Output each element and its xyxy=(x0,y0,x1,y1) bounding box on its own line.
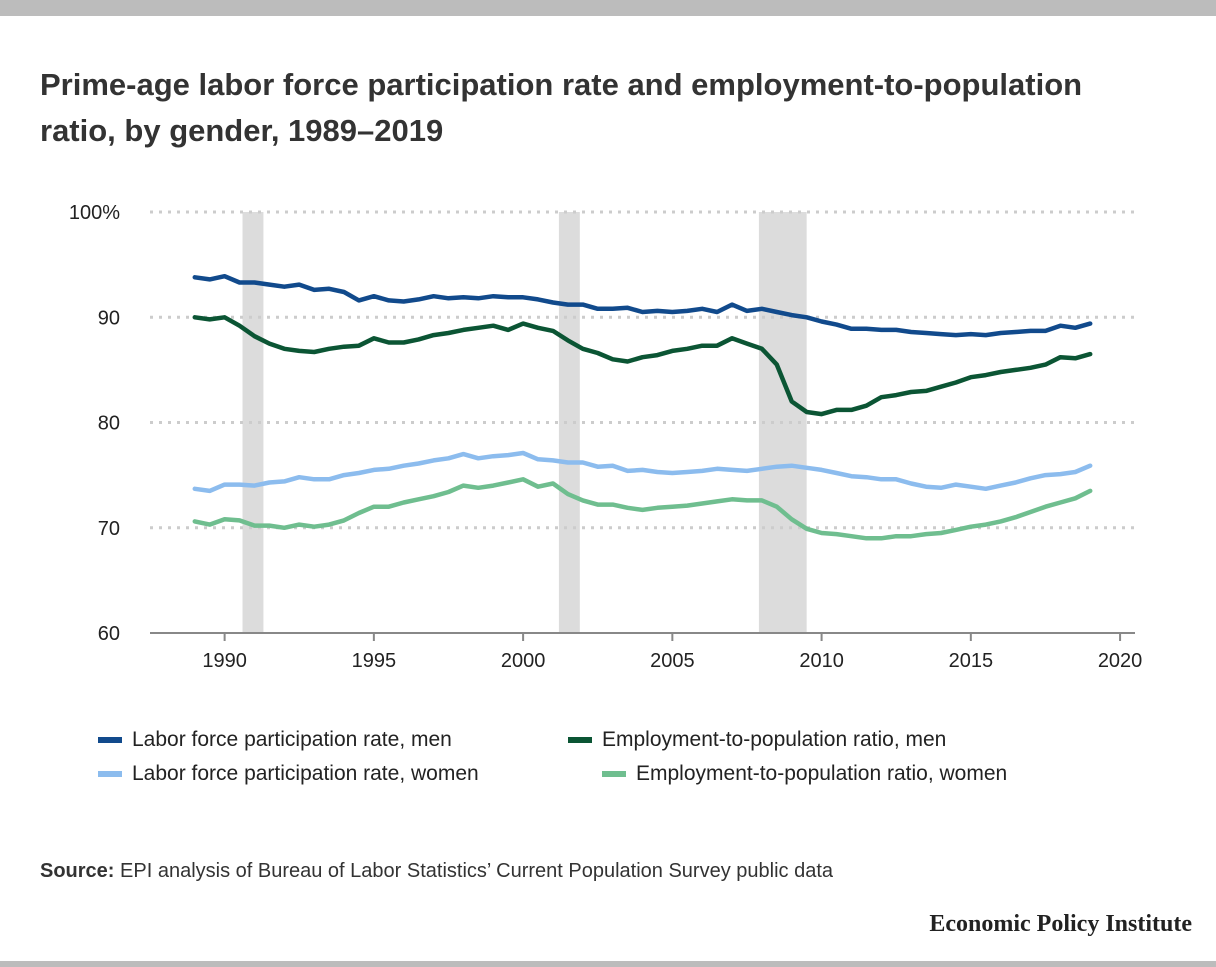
y-tick-label: 100% xyxy=(69,202,120,224)
legend-item-lfpr-women: Labor force participation rate, women xyxy=(98,762,479,786)
source-note: Source: EPI analysis of Bureau of Labor … xyxy=(40,860,833,883)
line-chart: 60 70 80 90 100% 1990 1995 2000 2005 2010 2015 2020 xyxy=(69,202,1143,672)
legend-item-lfpr-men: Labor force participation rate, men xyxy=(98,728,452,752)
brand-logo-text: Economic Policy Institute xyxy=(929,911,1192,937)
recession-band xyxy=(558,212,580,633)
legend-swatch xyxy=(602,771,626,777)
x-tick-label: 2000 xyxy=(501,650,546,672)
legend-label: Employment-to-population ratio, women xyxy=(636,762,1008,785)
legend-swatch xyxy=(98,771,122,777)
series-line-2 xyxy=(192,450,1093,494)
legend-item-epop-men: Employment-to-population ratio, men xyxy=(568,728,946,752)
x-tick-label: 1995 xyxy=(352,650,397,672)
y-tick-label: 90 xyxy=(98,307,120,329)
legend-label: Employment-to-population ratio, men xyxy=(602,728,947,751)
y-tick-label: 60 xyxy=(98,623,120,645)
legend-swatch xyxy=(568,737,592,743)
x-tick-label: 2015 xyxy=(949,650,994,672)
source-text: EPI analysis of Bureau of Labor Statisti… xyxy=(120,860,834,882)
series-line-0 xyxy=(192,273,1093,338)
x-tick-label: 2010 xyxy=(799,650,844,672)
x-tick-label: 1990 xyxy=(202,650,247,672)
y-tick-label: 70 xyxy=(98,518,120,540)
x-tick-label: 2020 xyxy=(1098,650,1143,672)
legend-label: Labor force participation rate, women xyxy=(132,762,479,785)
series-line-1 xyxy=(192,315,1093,417)
chart-title: Prime-age labor force participation rate… xyxy=(40,67,1083,148)
series-line-3 xyxy=(192,477,1093,541)
legend-swatch xyxy=(98,737,122,743)
legend-item-epop-women: Employment-to-population ratio, women xyxy=(602,762,1007,786)
source-label: Source: xyxy=(40,860,115,882)
legend-label: Labor force participation rate, men xyxy=(132,728,452,751)
x-tick-label: 2005 xyxy=(650,650,695,672)
y-tick-label: 80 xyxy=(98,413,120,435)
bottom-border-bar xyxy=(0,961,1216,967)
top-border-bar xyxy=(0,0,1216,16)
